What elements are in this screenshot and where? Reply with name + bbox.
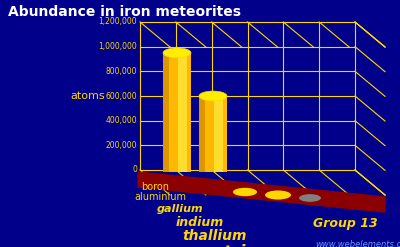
Text: 0: 0: [132, 165, 137, 174]
FancyBboxPatch shape: [163, 53, 191, 172]
Text: 1,000,000: 1,000,000: [98, 42, 137, 51]
Ellipse shape: [163, 48, 191, 58]
Text: thallium: thallium: [183, 229, 247, 243]
Text: 200,000: 200,000: [106, 141, 137, 150]
FancyBboxPatch shape: [178, 53, 187, 172]
Text: www.webelements.com: www.webelements.com: [315, 240, 400, 247]
FancyBboxPatch shape: [163, 53, 169, 172]
FancyBboxPatch shape: [214, 96, 223, 172]
Text: 1,200,000: 1,200,000: [98, 18, 137, 26]
Text: 400,000: 400,000: [105, 116, 137, 125]
Text: 800,000: 800,000: [106, 67, 137, 76]
Text: boron: boron: [141, 182, 169, 192]
Ellipse shape: [299, 194, 321, 202]
Text: Abundance in iron meteorites: Abundance in iron meteorites: [8, 5, 241, 19]
Text: aluminium: aluminium: [134, 192, 186, 202]
Text: 600,000: 600,000: [105, 91, 137, 101]
Polygon shape: [138, 172, 385, 212]
Text: ununtrium: ununtrium: [176, 244, 274, 247]
Text: Group 13: Group 13: [313, 217, 377, 230]
Text: atoms: atoms: [71, 91, 105, 101]
Ellipse shape: [233, 188, 257, 196]
Text: indium: indium: [176, 216, 224, 229]
Ellipse shape: [199, 91, 227, 101]
FancyBboxPatch shape: [199, 96, 204, 172]
FancyBboxPatch shape: [199, 96, 227, 172]
Text: gallium: gallium: [157, 204, 203, 214]
Ellipse shape: [265, 190, 291, 200]
